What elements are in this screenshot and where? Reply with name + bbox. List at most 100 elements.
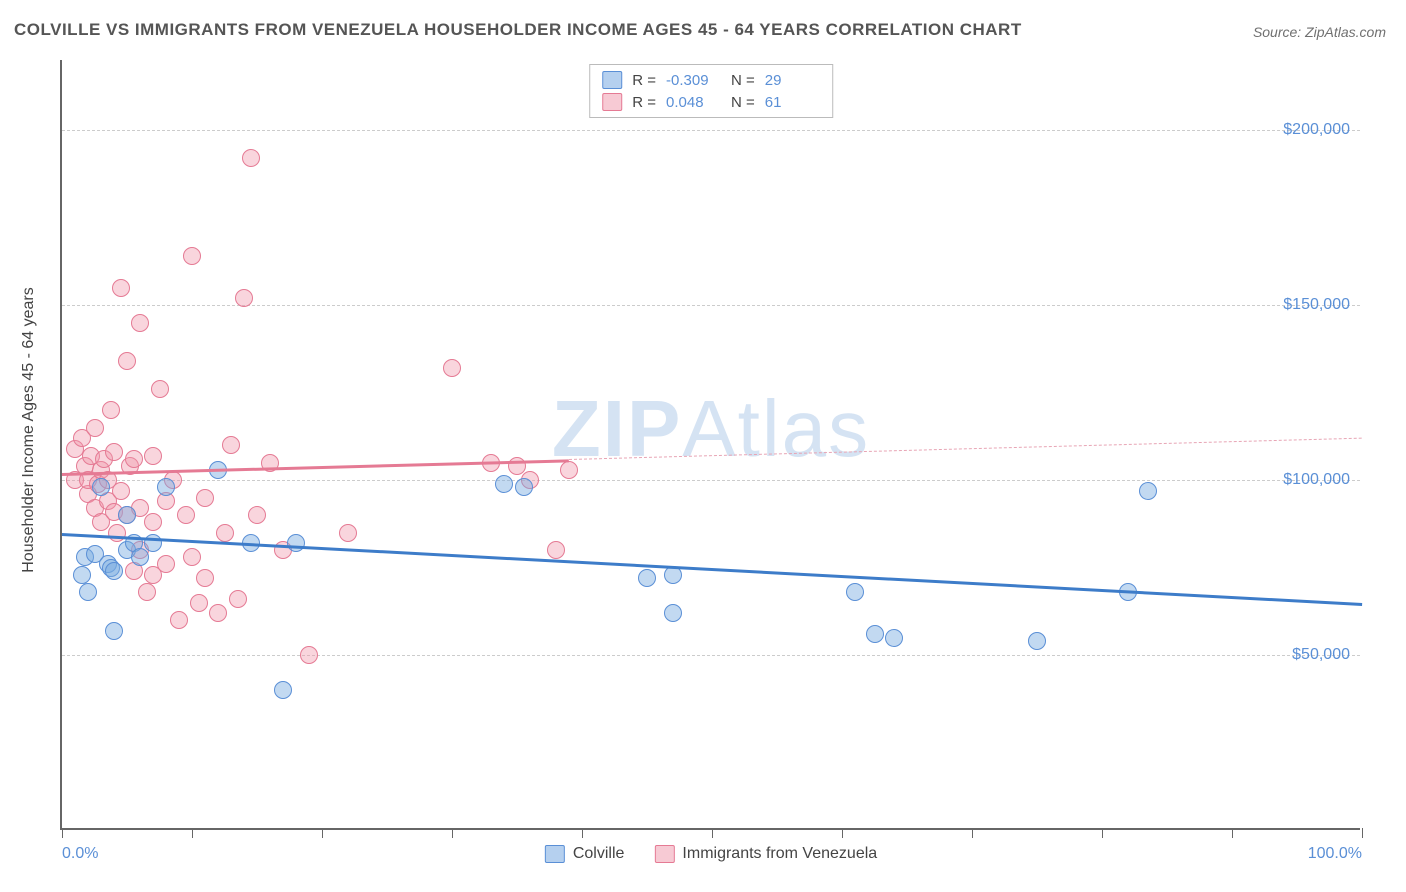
x-tick-label: 0.0% xyxy=(62,845,98,863)
series-legend: Colville Immigrants from Venezuela xyxy=(545,845,877,863)
scatter-point-venezuela xyxy=(443,359,461,377)
scatter-point-venezuela xyxy=(242,149,260,167)
stat-r-value: -0.309 xyxy=(666,72,721,89)
y-tick-label: $50,000 xyxy=(1292,646,1350,664)
y-tick-label: $100,000 xyxy=(1283,471,1350,489)
scatter-point-colville xyxy=(118,506,136,524)
scatter-point-venezuela xyxy=(209,604,227,622)
correlation-stats-box: R = -0.309 N = 29 R = 0.048 N = 61 xyxy=(589,64,833,118)
swatch-pink-icon xyxy=(654,845,674,863)
scatter-point-venezuela xyxy=(144,447,162,465)
scatter-point-venezuela xyxy=(131,314,149,332)
scatter-point-venezuela xyxy=(102,401,120,419)
plot-area: ZIPAtlas R = -0.309 N = 29 R = 0.048 N =… xyxy=(60,60,1360,830)
scatter-point-colville xyxy=(157,478,175,496)
scatter-point-venezuela xyxy=(144,513,162,531)
swatch-blue-icon xyxy=(602,71,622,89)
scatter-point-colville xyxy=(664,604,682,622)
scatter-point-venezuela xyxy=(183,548,201,566)
x-tick xyxy=(1102,828,1103,838)
scatter-point-venezuela xyxy=(118,352,136,370)
scatter-point-venezuela xyxy=(105,443,123,461)
scatter-point-colville xyxy=(287,534,305,552)
stat-n-label: N = xyxy=(731,94,755,111)
y-tick-label: $150,000 xyxy=(1283,296,1350,314)
scatter-point-venezuela xyxy=(183,247,201,265)
gridline xyxy=(62,130,1360,131)
stat-r-label: R = xyxy=(632,94,656,111)
scatter-point-colville xyxy=(105,562,123,580)
gridline xyxy=(62,305,1360,306)
scatter-point-venezuela xyxy=(235,289,253,307)
x-tick xyxy=(62,828,63,838)
scatter-point-venezuela xyxy=(112,279,130,297)
scatter-point-colville xyxy=(105,622,123,640)
swatch-pink-icon xyxy=(602,93,622,111)
y-axis-label: Householder Income Ages 45 - 64 years xyxy=(20,287,38,573)
x-tick xyxy=(1232,828,1233,838)
scatter-point-colville xyxy=(885,629,903,647)
scatter-point-venezuela xyxy=(190,594,208,612)
legend-item-venezuela: Immigrants from Venezuela xyxy=(654,845,877,863)
trendline-colville xyxy=(62,533,1362,605)
scatter-point-colville xyxy=(866,625,884,643)
stat-n-label: N = xyxy=(731,72,755,89)
scatter-point-venezuela xyxy=(560,461,578,479)
scatter-point-venezuela xyxy=(196,569,214,587)
scatter-point-colville xyxy=(274,681,292,699)
stats-row-colville: R = -0.309 N = 29 xyxy=(602,69,820,91)
scatter-point-colville xyxy=(131,548,149,566)
x-tick xyxy=(712,828,713,838)
gridline xyxy=(62,655,1360,656)
scatter-point-venezuela xyxy=(300,646,318,664)
x-tick xyxy=(1362,828,1363,838)
scatter-point-venezuela xyxy=(125,450,143,468)
scatter-point-colville xyxy=(1139,482,1157,500)
gridline xyxy=(62,480,1360,481)
trendline-venezuela-dashed xyxy=(569,438,1362,460)
scatter-point-colville xyxy=(846,583,864,601)
scatter-point-colville xyxy=(495,475,513,493)
x-tick xyxy=(842,828,843,838)
swatch-blue-icon xyxy=(545,845,565,863)
scatter-point-venezuela xyxy=(112,482,130,500)
stat-r-label: R = xyxy=(632,72,656,89)
scatter-point-venezuela xyxy=(229,590,247,608)
x-tick xyxy=(582,828,583,838)
x-tick xyxy=(192,828,193,838)
scatter-point-venezuela xyxy=(157,555,175,573)
x-tick xyxy=(972,828,973,838)
chart-title: COLVILLE VS IMMIGRANTS FROM VENEZUELA HO… xyxy=(14,20,1022,40)
scatter-point-venezuela xyxy=(138,583,156,601)
watermark-atlas: Atlas xyxy=(682,384,870,473)
y-tick-label: $200,000 xyxy=(1283,121,1350,139)
legend-label: Colville xyxy=(573,845,625,863)
stats-row-venezuela: R = 0.048 N = 61 xyxy=(602,91,820,113)
x-tick xyxy=(322,828,323,838)
scatter-point-venezuela xyxy=(339,524,357,542)
source-attribution: Source: ZipAtlas.com xyxy=(1253,24,1386,40)
scatter-point-venezuela xyxy=(547,541,565,559)
stat-r-value: 0.048 xyxy=(666,94,721,111)
scatter-point-venezuela xyxy=(222,436,240,454)
scatter-point-colville xyxy=(92,478,110,496)
legend-item-colville: Colville xyxy=(545,845,625,863)
scatter-point-venezuela xyxy=(196,489,214,507)
scatter-point-colville xyxy=(638,569,656,587)
stat-n-value: 61 xyxy=(765,94,820,111)
x-tick-label: 100.0% xyxy=(1308,845,1362,863)
x-tick xyxy=(452,828,453,838)
scatter-point-venezuela xyxy=(177,506,195,524)
scatter-point-venezuela xyxy=(86,419,104,437)
scatter-point-colville xyxy=(515,478,533,496)
stat-n-value: 29 xyxy=(765,72,820,89)
scatter-point-colville xyxy=(1028,632,1046,650)
scatter-point-venezuela xyxy=(170,611,188,629)
scatter-point-venezuela xyxy=(151,380,169,398)
scatter-point-venezuela xyxy=(248,506,266,524)
scatter-point-venezuela xyxy=(216,524,234,542)
legend-label: Immigrants from Venezuela xyxy=(682,845,877,863)
scatter-point-colville xyxy=(73,566,91,584)
watermark-text: ZIPAtlas xyxy=(552,383,870,475)
scatter-point-colville xyxy=(79,583,97,601)
